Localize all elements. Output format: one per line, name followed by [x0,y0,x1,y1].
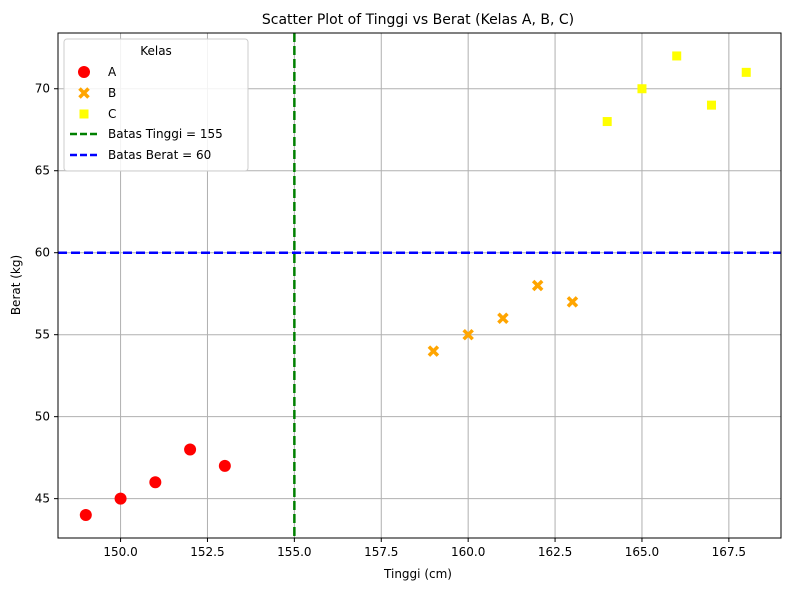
x-tick-label: 155.0 [277,545,311,559]
x-marker-stroke [462,328,474,341]
data-point-a [184,443,197,456]
x-marker-stroke [497,312,509,325]
y-tick-label: 45 [35,492,50,506]
data-point-c [602,117,612,127]
data-point-a [114,492,127,505]
reference-lines [58,33,781,538]
x-ticks: 150.0 152.5 155.0 157.5 160.0 162.5 165.0 167.5 [103,538,746,559]
data-point-b [497,312,509,325]
y-tick-label: 50 [35,410,50,424]
data-point-b [427,345,440,357]
x-marker-stroke [78,87,90,99]
legend: Kelas ABC Batas Tinggi = 155 Batas Berat = … [63,38,249,172]
legend-marker-b [78,87,90,99]
x-marker-stroke [427,345,440,357]
legend-label: B [108,86,116,100]
data-points [79,51,751,522]
legend-label: C [108,107,116,121]
x-marker-stroke [566,296,579,308]
x-tick-label: 157.5 [364,545,398,559]
x-tick-label: 160.0 [451,545,485,559]
legend-label: Batas Tinggi = 155 [108,127,223,141]
data-point-a [218,459,231,472]
x-tick-label: 152.5 [190,545,224,559]
plot-frame [57,32,782,539]
legend-title: Kelas [140,44,172,58]
y-tick-label: 70 [35,82,50,96]
y-axis-label: Berat (kg) [9,255,23,315]
legend-marker-c [79,109,89,119]
legend-marker-a [78,66,90,78]
data-point-b [462,328,474,341]
legend-label: Batas Berat = 60 [108,148,211,162]
data-point-b [566,296,579,308]
data-point-a [149,476,162,489]
chart-title: Scatter Plot of Tinggi vs Berat (Kelas A… [262,12,574,28]
data-point-c [741,67,751,77]
x-marker-stroke [531,279,544,292]
data-point-c [637,84,647,94]
x-tick-label: 150.0 [103,545,137,559]
data-point-c [706,100,716,110]
y-ticks: 45 50 55 60 65 70 [35,82,58,506]
x-tick-label: 162.5 [538,545,572,559]
data-point-a [79,509,92,522]
data-point-c [672,51,682,61]
x-axis-label: Tinggi (cm) [383,567,452,581]
y-tick-label: 65 [35,164,50,178]
legend-box [63,38,249,172]
x-tick-label: 165.0 [625,545,659,559]
legend-label: A [108,65,117,79]
y-tick-label: 55 [35,328,50,342]
x-tick-label: 167.5 [712,545,746,559]
y-tick-label: 60 [35,246,50,260]
data-point-b [531,279,544,292]
